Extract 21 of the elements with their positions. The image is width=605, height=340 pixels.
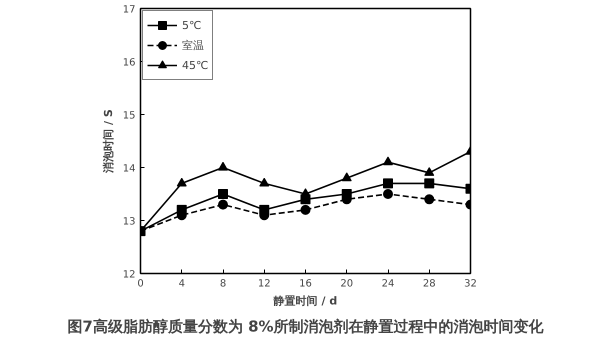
x-tick-label: 32 bbox=[464, 278, 477, 290]
x-tick-label: 12 bbox=[258, 278, 271, 290]
x-axis-title: 静置时间 / d bbox=[272, 294, 338, 308]
x-tick-label: 28 bbox=[422, 278, 436, 290]
y-tick-label: 13 bbox=[122, 216, 136, 228]
x-tick-label: 4 bbox=[178, 278, 185, 290]
text: 图7高级脂肪醇质量分数为 8%所制消泡剂在静置过程中的消泡时间变化 bbox=[67, 318, 545, 336]
x-tick-label: 8 bbox=[220, 278, 226, 290]
y-tick-label: 15 bbox=[122, 110, 136, 122]
y-tick-label: 17 bbox=[122, 4, 136, 16]
x-tick-label: 20 bbox=[340, 278, 354, 290]
legend-label: 5℃ bbox=[182, 18, 202, 32]
y-tick-label: 16 bbox=[122, 58, 136, 68]
x-tick-label: 24 bbox=[382, 278, 394, 290]
y-tick-label: 12 bbox=[122, 270, 136, 280]
legend-label: 室温 bbox=[182, 38, 204, 52]
x-tick-label: 0 bbox=[137, 278, 144, 290]
x-tick-label: 16 bbox=[299, 278, 312, 290]
legend-label: 45℃ bbox=[182, 58, 208, 72]
y-axis-title: 消泡时间 / S bbox=[102, 109, 115, 174]
y-tick-label: 14 bbox=[122, 164, 136, 174]
